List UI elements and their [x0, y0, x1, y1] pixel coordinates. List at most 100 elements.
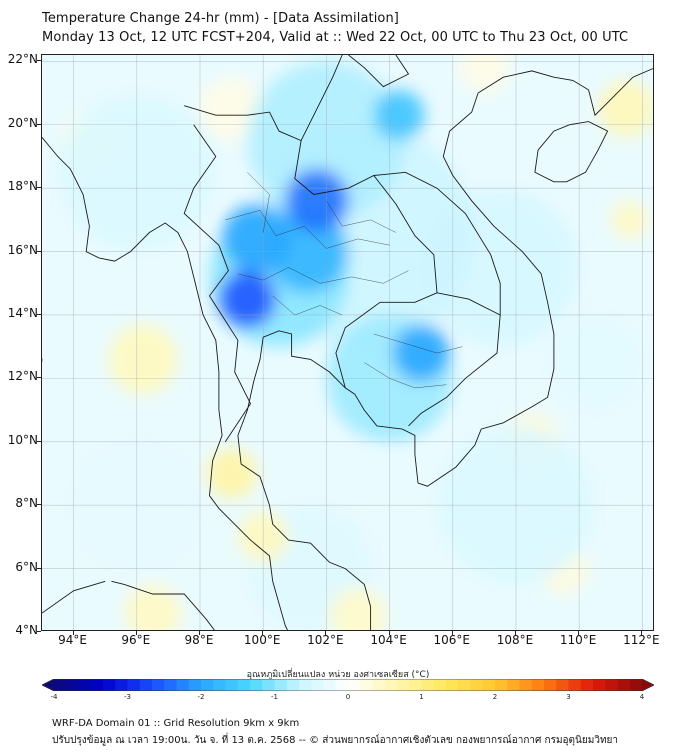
- lon-label-4: 102°E: [307, 633, 344, 647]
- colorbar-segment: [139, 679, 153, 691]
- coast-line-0: [42, 137, 288, 630]
- lon-label-9: 112°E: [623, 633, 660, 647]
- colorbar-title: อุณหภูมิเปลี่ยนแปลง หน่วย องศาเซลเซียส (…: [246, 670, 430, 680]
- colorbar-segment: [580, 679, 594, 691]
- coast-line-2: [534, 121, 609, 183]
- lat-tick: [37, 187, 41, 189]
- map-canvas: [42, 55, 653, 630]
- coast-line-9: [183, 124, 252, 443]
- colorbar: [42, 679, 654, 691]
- coast-line-1: [237, 68, 653, 630]
- lat-label-8: 6°N: [15, 559, 38, 574]
- colorbar-segment: [556, 679, 569, 691]
- colorbar-segment: [323, 679, 337, 691]
- chart-subtitle: Monday 13 Oct, 12 UTC FCST+204, Valid at…: [42, 30, 629, 45]
- lat-tick: [37, 313, 41, 315]
- lat-label-2: 18°N: [7, 179, 38, 194]
- colorbar-max-arrow: [642, 679, 654, 691]
- lon-tick: [578, 631, 580, 635]
- lon-tick: [198, 631, 200, 635]
- colorbar-segment: [397, 679, 410, 691]
- lat-label-5: 12°N: [7, 369, 38, 384]
- lat-tick: [37, 567, 41, 569]
- colorbar-segment: [188, 679, 202, 691]
- map-panel[interactable]: [41, 54, 654, 631]
- colorbar-segment: [250, 679, 263, 691]
- colorbar-segment: [164, 679, 177, 691]
- colorbar-segment: [593, 679, 606, 691]
- colorbar-segment: [274, 679, 288, 691]
- colorbar-segment: [507, 679, 520, 691]
- colorbar-segment: [335, 679, 349, 691]
- province-line-3: [326, 200, 397, 233]
- colorbar-segment: [348, 679, 361, 691]
- lon-tick: [641, 631, 643, 635]
- colorbar-segment: [286, 679, 300, 691]
- coast-line-8: [373, 171, 501, 427]
- colorbar-segment: [311, 679, 324, 691]
- lat-tick: [37, 60, 41, 62]
- colorbar-tick-label: 1: [419, 693, 424, 701]
- colorbar-segment: [299, 679, 312, 691]
- lat-tick: [37, 504, 41, 506]
- colorbar-tick-label: -2: [197, 693, 205, 701]
- lon-tick: [262, 631, 264, 635]
- lat-label-1: 20°N: [7, 115, 38, 130]
- temperature-field: [42, 55, 653, 630]
- lat-tick: [37, 440, 41, 442]
- lat-tick: [37, 377, 41, 379]
- lat-tick: [37, 631, 41, 632]
- lon-label-5: 104°E: [370, 633, 407, 647]
- colorbar-segment: [66, 679, 79, 691]
- coast-line-7: [300, 55, 343, 141]
- lat-label-3: 16°N: [7, 242, 38, 257]
- colorbar-segment: [495, 679, 508, 691]
- colorbar-segment: [384, 679, 398, 691]
- colorbar-tick-label: -3: [124, 693, 131, 701]
- colorbar-segment: [152, 679, 165, 691]
- province-line-2: [247, 172, 270, 233]
- lat-label-9: 4°N: [15, 623, 38, 637]
- colorbar-segment: [519, 679, 533, 691]
- lat-tick: [37, 250, 41, 252]
- lon-label-1: 96°E: [121, 633, 151, 647]
- colorbar-tick-label: 2: [492, 693, 498, 701]
- province-line-6: [364, 362, 447, 389]
- province-line-4: [272, 295, 343, 316]
- colorbar-segment: [176, 679, 190, 691]
- coast-line-10: [436, 292, 501, 316]
- colorbar-segment: [629, 679, 643, 691]
- colorbar-tick-label: 0: [345, 693, 351, 701]
- colorbar-min-arrow: [42, 679, 54, 691]
- colorbar-tick-label: -1: [271, 693, 278, 701]
- colorbar-segment: [90, 679, 104, 691]
- colorbar-segment: [213, 679, 226, 691]
- chart-title: Temperature Change 24-hr (mm) - [Data As…: [42, 11, 399, 26]
- footer-credit: ปรับปรุงข้อมูล ณ เวลา 19:00น. วัน จ. ที่…: [52, 735, 619, 746]
- lat-label-0: 22°N: [7, 52, 38, 67]
- colorbar-tick-label: -4: [50, 693, 58, 701]
- lon-tick: [388, 631, 390, 635]
- coast-line-3: [111, 580, 215, 630]
- footer-model-info: WRF-DA Domain 01 :: Grid Resolution 9km …: [52, 718, 300, 729]
- lat-tick: [37, 123, 41, 125]
- colorbar-segment: [372, 679, 386, 691]
- colorbar-segment: [421, 679, 435, 691]
- colorbar-segment: [605, 679, 618, 691]
- colorbar-segment: [127, 679, 141, 691]
- colorbar-segment: [433, 679, 447, 691]
- colorbar-segment: [446, 679, 459, 691]
- lon-tick: [514, 631, 516, 635]
- lat-label-4: 14°N: [7, 305, 38, 320]
- colorbar-segment: [237, 679, 251, 691]
- coast-line-11: [348, 55, 410, 88]
- lat-lon-grid: [42, 55, 653, 630]
- province-line-5: [373, 333, 463, 354]
- coastlines: [42, 55, 653, 630]
- lon-tick: [451, 631, 453, 635]
- lon-label-0: 94°E: [58, 633, 88, 647]
- colorbar-tick-label: 4: [639, 693, 645, 701]
- colorbar-segment: [262, 679, 275, 691]
- lon-label-3: 100°E: [243, 633, 281, 647]
- colorbar-segment: [458, 679, 471, 691]
